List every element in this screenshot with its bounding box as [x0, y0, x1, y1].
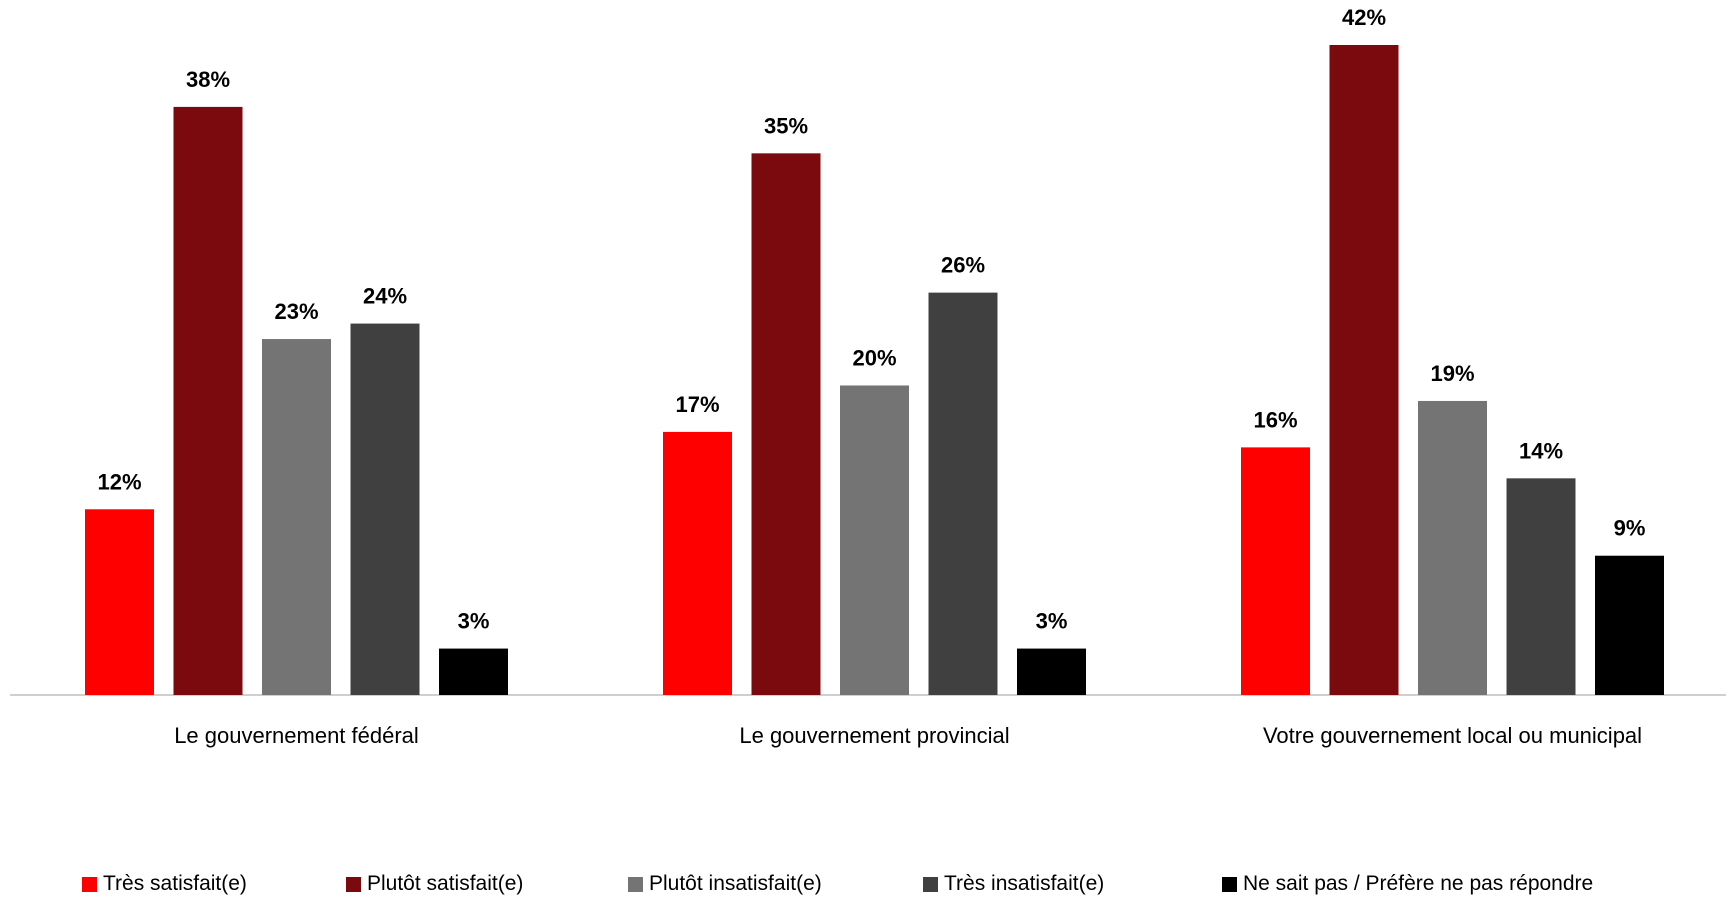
bar: [1329, 45, 1399, 695]
data-label: 20%: [852, 345, 896, 370]
bar: [85, 509, 154, 695]
legend-swatch: [628, 876, 643, 892]
data-label: 9%: [1614, 516, 1646, 541]
legend-label: Très satisfait(e): [103, 872, 247, 895]
bar: [928, 292, 998, 695]
data-label: 19%: [1430, 361, 1474, 386]
bar: [173, 106, 243, 695]
bar: [1418, 400, 1487, 695]
bar: [751, 153, 821, 696]
data-label: 17%: [675, 392, 719, 417]
data-label: 16%: [1253, 407, 1297, 432]
bar: [1506, 478, 1576, 695]
bar: [1241, 447, 1310, 695]
bar: [439, 648, 508, 695]
legend-label: Très insatisfait(e): [944, 872, 1105, 895]
data-label: 14%: [1519, 438, 1563, 463]
legend-item: Plutôt satisfait(e): [346, 872, 523, 896]
data-label: 3%: [458, 609, 490, 634]
data-label: 3%: [1036, 609, 1068, 634]
legend-item: Plutôt insatisfait(e): [628, 872, 822, 896]
data-label: 23%: [274, 299, 318, 324]
bar: [1595, 555, 1664, 695]
legend-item: Ne sait pas / Préfère ne pas répondre: [1222, 872, 1593, 896]
bar: [663, 431, 732, 695]
bar: [840, 385, 909, 695]
legend-label: Ne sait pas / Préfère ne pas répondre: [1243, 872, 1594, 895]
category-label: Votre gouvernement local ou municipal: [1263, 723, 1642, 748]
data-label: 24%: [363, 284, 407, 309]
bar: [350, 323, 420, 695]
legend-item: Très satisfait(e): [82, 872, 247, 896]
legend-swatch: [82, 876, 97, 892]
legend-label: Plutôt satisfait(e): [367, 872, 524, 895]
data-label: 38%: [186, 67, 230, 92]
bar: [262, 339, 331, 695]
category-label: Le gouvernement provincial: [739, 723, 1009, 748]
data-label: 35%: [764, 113, 808, 138]
legend-swatch: [1222, 876, 1237, 892]
data-label: 42%: [1342, 5, 1386, 30]
category-label: Le gouvernement fédéral: [174, 723, 419, 748]
legend: Très satisfait(e) Plutôt satisfait(e) Plut…: [0, 872, 1726, 902]
legend-swatch: [346, 876, 361, 892]
legend-swatch: [923, 876, 938, 892]
bar-chart: 12% 38% 23% 24% 3% Le gouvernement fédéral 17%…: [10, 5, 1726, 748]
legend-item: Très insatisfait(e): [923, 872, 1104, 896]
bar: [1017, 648, 1086, 695]
data-label: 12%: [97, 469, 141, 494]
data-label: 26%: [941, 253, 985, 278]
legend-label: Plutôt insatisfait(e): [649, 872, 822, 895]
